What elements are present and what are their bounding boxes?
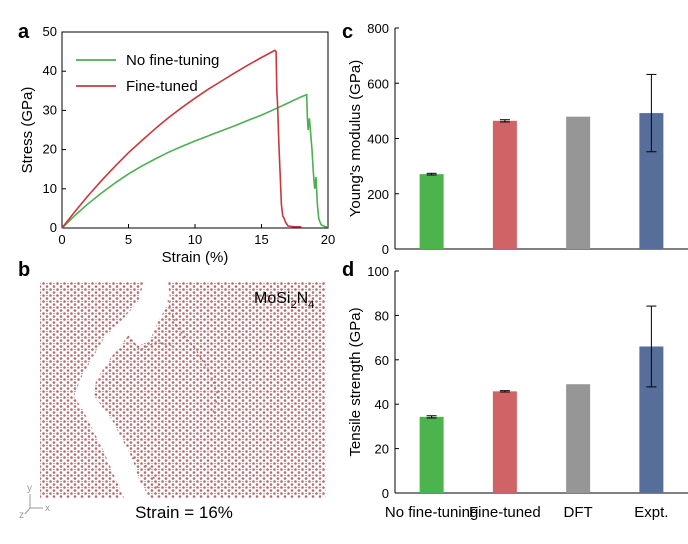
y-tick-label: 100 bbox=[367, 264, 389, 279]
bar-dft bbox=[566, 384, 591, 493]
crack-edge-debris bbox=[127, 299, 219, 489]
y-axis-label: Young's modulus (GPa) bbox=[347, 60, 364, 217]
category-label: Expt. bbox=[634, 504, 668, 521]
y-tick-label: 400 bbox=[367, 132, 389, 147]
stress-strain-chart: 0 5 10 15 20 0 10 20 30 40 50 Strain (%) Stress (GPa… bbox=[19, 24, 335, 266]
bar-dft bbox=[566, 116, 591, 250]
crack-region bbox=[74, 282, 170, 498]
material-label: MoSi2N4 bbox=[254, 290, 314, 311]
axis-triad bbox=[24, 494, 43, 515]
bar-no-fine-tuning bbox=[419, 416, 444, 493]
panel-letter-c: c bbox=[342, 21, 353, 43]
y-tick-label: 80 bbox=[375, 308, 389, 323]
y-axis-label: Tensile strength (GPa) bbox=[347, 307, 364, 456]
bar-fine-tuned bbox=[492, 120, 517, 249]
fracture-snapshot: MoSi2N4 Strain = 16% y z x bbox=[19, 282, 326, 522]
y-tick-label: 0 bbox=[382, 486, 389, 501]
y-tick-label: 800 bbox=[367, 21, 389, 36]
y-tick-label: 50 bbox=[43, 24, 57, 39]
panel-letter-d: d bbox=[342, 259, 354, 281]
strain-caption: Strain = 16% bbox=[135, 503, 233, 522]
panel-letter-a: a bbox=[18, 21, 30, 43]
x-axis-label: Strain (%) bbox=[162, 249, 229, 266]
x-tick-label: 5 bbox=[125, 232, 132, 247]
y-tick-label: 0 bbox=[50, 220, 57, 235]
y-axis-label: Stress (GPa) bbox=[19, 87, 36, 174]
category-label: DFT bbox=[564, 504, 593, 521]
tensile-strength-chart: 0 20 40 60 80 100 Tensile strength (GPa) No fin… bbox=[347, 264, 688, 521]
y-tick-label: 60 bbox=[375, 353, 389, 368]
y-tick-label: 30 bbox=[43, 102, 57, 117]
category-label: No fine-tuning bbox=[385, 504, 478, 521]
y-tick-label: 200 bbox=[367, 187, 389, 202]
category-label: Fine-tuned bbox=[469, 504, 541, 521]
y-tick-label: 40 bbox=[375, 397, 389, 412]
x-tick-label: 20 bbox=[321, 232, 335, 247]
y-tick-label: 600 bbox=[367, 76, 389, 91]
y-tick-label: 20 bbox=[375, 442, 389, 457]
bar-no-fine-tuning bbox=[419, 174, 444, 249]
series-line-fine-tuned bbox=[61, 49, 302, 229]
youngs-modulus-chart: 0 200 400 600 800 Young's modulus (GPa) bbox=[347, 21, 688, 257]
y-tick-label: 20 bbox=[43, 142, 57, 157]
y-tick-label: 40 bbox=[43, 63, 57, 78]
x-tick-label: 10 bbox=[188, 232, 202, 247]
x-tick-label: 0 bbox=[58, 232, 65, 247]
axis-triad-y-label: y bbox=[27, 483, 32, 494]
legend-entry: Fine-tuned bbox=[126, 78, 198, 95]
y-tick-label: 10 bbox=[43, 181, 57, 196]
legend-entry: No fine-tuning bbox=[126, 52, 219, 69]
axis-triad-z-label: z bbox=[19, 510, 24, 521]
series-line-no-fine-tuning bbox=[61, 93, 328, 229]
bar-fine-tuned bbox=[492, 391, 517, 493]
panel-letter-b: b bbox=[18, 259, 30, 281]
axis-triad-x-label: x bbox=[45, 503, 50, 514]
y-tick-label: 0 bbox=[382, 242, 389, 257]
x-tick-label: 15 bbox=[254, 232, 268, 247]
